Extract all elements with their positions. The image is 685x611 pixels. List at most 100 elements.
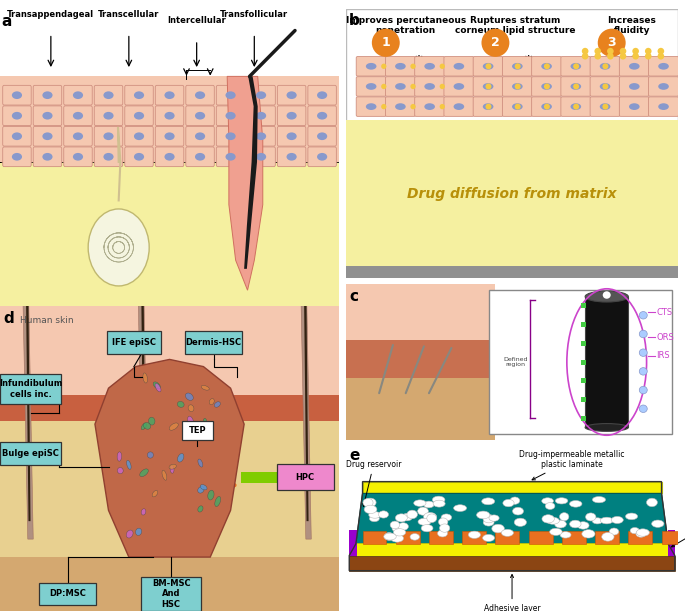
Ellipse shape (586, 513, 596, 521)
Ellipse shape (421, 524, 433, 532)
FancyBboxPatch shape (95, 86, 123, 105)
Bar (581, 341, 586, 346)
FancyBboxPatch shape (247, 86, 275, 105)
Ellipse shape (134, 153, 144, 161)
FancyBboxPatch shape (277, 147, 306, 167)
FancyBboxPatch shape (34, 106, 62, 126)
FancyBboxPatch shape (619, 77, 649, 96)
Ellipse shape (441, 514, 451, 521)
Ellipse shape (395, 83, 406, 90)
Ellipse shape (556, 498, 568, 504)
Text: BM-MSC
And
HSC: BM-MSC And HSC (152, 579, 190, 609)
Text: Drug reservoir: Drug reservoir (346, 459, 401, 507)
Ellipse shape (42, 112, 53, 120)
Polygon shape (138, 306, 149, 539)
FancyBboxPatch shape (590, 77, 620, 96)
Ellipse shape (317, 112, 327, 120)
Circle shape (658, 53, 664, 59)
Bar (346, 284, 495, 440)
Ellipse shape (629, 83, 640, 90)
Ellipse shape (363, 499, 373, 507)
Ellipse shape (201, 426, 211, 433)
FancyBboxPatch shape (561, 57, 590, 76)
Ellipse shape (611, 516, 623, 524)
FancyBboxPatch shape (107, 331, 161, 354)
FancyBboxPatch shape (125, 86, 153, 105)
Ellipse shape (164, 133, 175, 140)
Ellipse shape (501, 529, 514, 536)
Ellipse shape (317, 153, 327, 161)
Text: IFE epiSC: IFE epiSC (112, 338, 156, 347)
FancyBboxPatch shape (444, 57, 474, 76)
Ellipse shape (201, 386, 210, 390)
Circle shape (482, 29, 510, 57)
Ellipse shape (390, 521, 399, 529)
Ellipse shape (592, 518, 603, 524)
Ellipse shape (152, 491, 158, 497)
Bar (662, 531, 685, 544)
FancyBboxPatch shape (502, 57, 532, 76)
Circle shape (381, 84, 386, 89)
Ellipse shape (225, 133, 236, 140)
Bar (429, 531, 453, 544)
Circle shape (620, 48, 626, 54)
Text: 2: 2 (491, 36, 500, 49)
Ellipse shape (317, 92, 327, 99)
FancyBboxPatch shape (0, 374, 61, 404)
FancyBboxPatch shape (356, 57, 386, 76)
Ellipse shape (512, 103, 523, 110)
Ellipse shape (636, 529, 649, 536)
Ellipse shape (423, 501, 434, 508)
Ellipse shape (225, 153, 236, 161)
Ellipse shape (208, 490, 214, 500)
Ellipse shape (541, 83, 552, 90)
Circle shape (639, 368, 647, 375)
Bar (0, 420, 339, 557)
Text: e: e (349, 448, 360, 463)
FancyBboxPatch shape (561, 77, 590, 96)
Ellipse shape (433, 500, 445, 507)
Circle shape (603, 291, 611, 299)
Ellipse shape (549, 529, 562, 535)
Polygon shape (362, 481, 662, 494)
Bar (595, 531, 619, 544)
Bar (0, 76, 339, 162)
Circle shape (639, 312, 647, 319)
Ellipse shape (625, 513, 638, 520)
Text: Improves percutaneous
penetration: Improves percutaneous penetration (346, 16, 466, 35)
Circle shape (410, 104, 416, 109)
FancyBboxPatch shape (141, 577, 201, 610)
FancyBboxPatch shape (39, 583, 97, 606)
Bar (495, 531, 519, 544)
Ellipse shape (366, 103, 377, 110)
Text: Rate-controlling
polymeric membrane: Rate-controlling polymeric membrane (671, 510, 685, 547)
FancyBboxPatch shape (247, 147, 275, 167)
Ellipse shape (569, 520, 581, 528)
Ellipse shape (214, 401, 221, 408)
Circle shape (639, 405, 647, 412)
Text: IRS: IRS (656, 351, 670, 360)
Ellipse shape (177, 453, 184, 462)
Ellipse shape (503, 499, 514, 507)
Circle shape (544, 64, 550, 69)
Circle shape (598, 29, 625, 57)
Bar (0, 312, 339, 440)
Bar (562, 531, 586, 544)
Circle shape (607, 48, 614, 54)
Ellipse shape (585, 423, 628, 431)
Circle shape (645, 48, 651, 54)
Ellipse shape (542, 514, 554, 523)
Ellipse shape (636, 530, 646, 537)
Ellipse shape (600, 103, 610, 110)
Bar (628, 531, 652, 544)
Circle shape (639, 386, 647, 394)
Ellipse shape (582, 530, 595, 538)
Ellipse shape (651, 520, 664, 527)
Circle shape (582, 53, 588, 59)
FancyBboxPatch shape (247, 126, 275, 146)
Ellipse shape (379, 511, 388, 518)
Text: DP:MSC: DP:MSC (49, 590, 86, 598)
FancyBboxPatch shape (64, 86, 92, 105)
Polygon shape (227, 76, 263, 290)
FancyBboxPatch shape (3, 106, 32, 126)
